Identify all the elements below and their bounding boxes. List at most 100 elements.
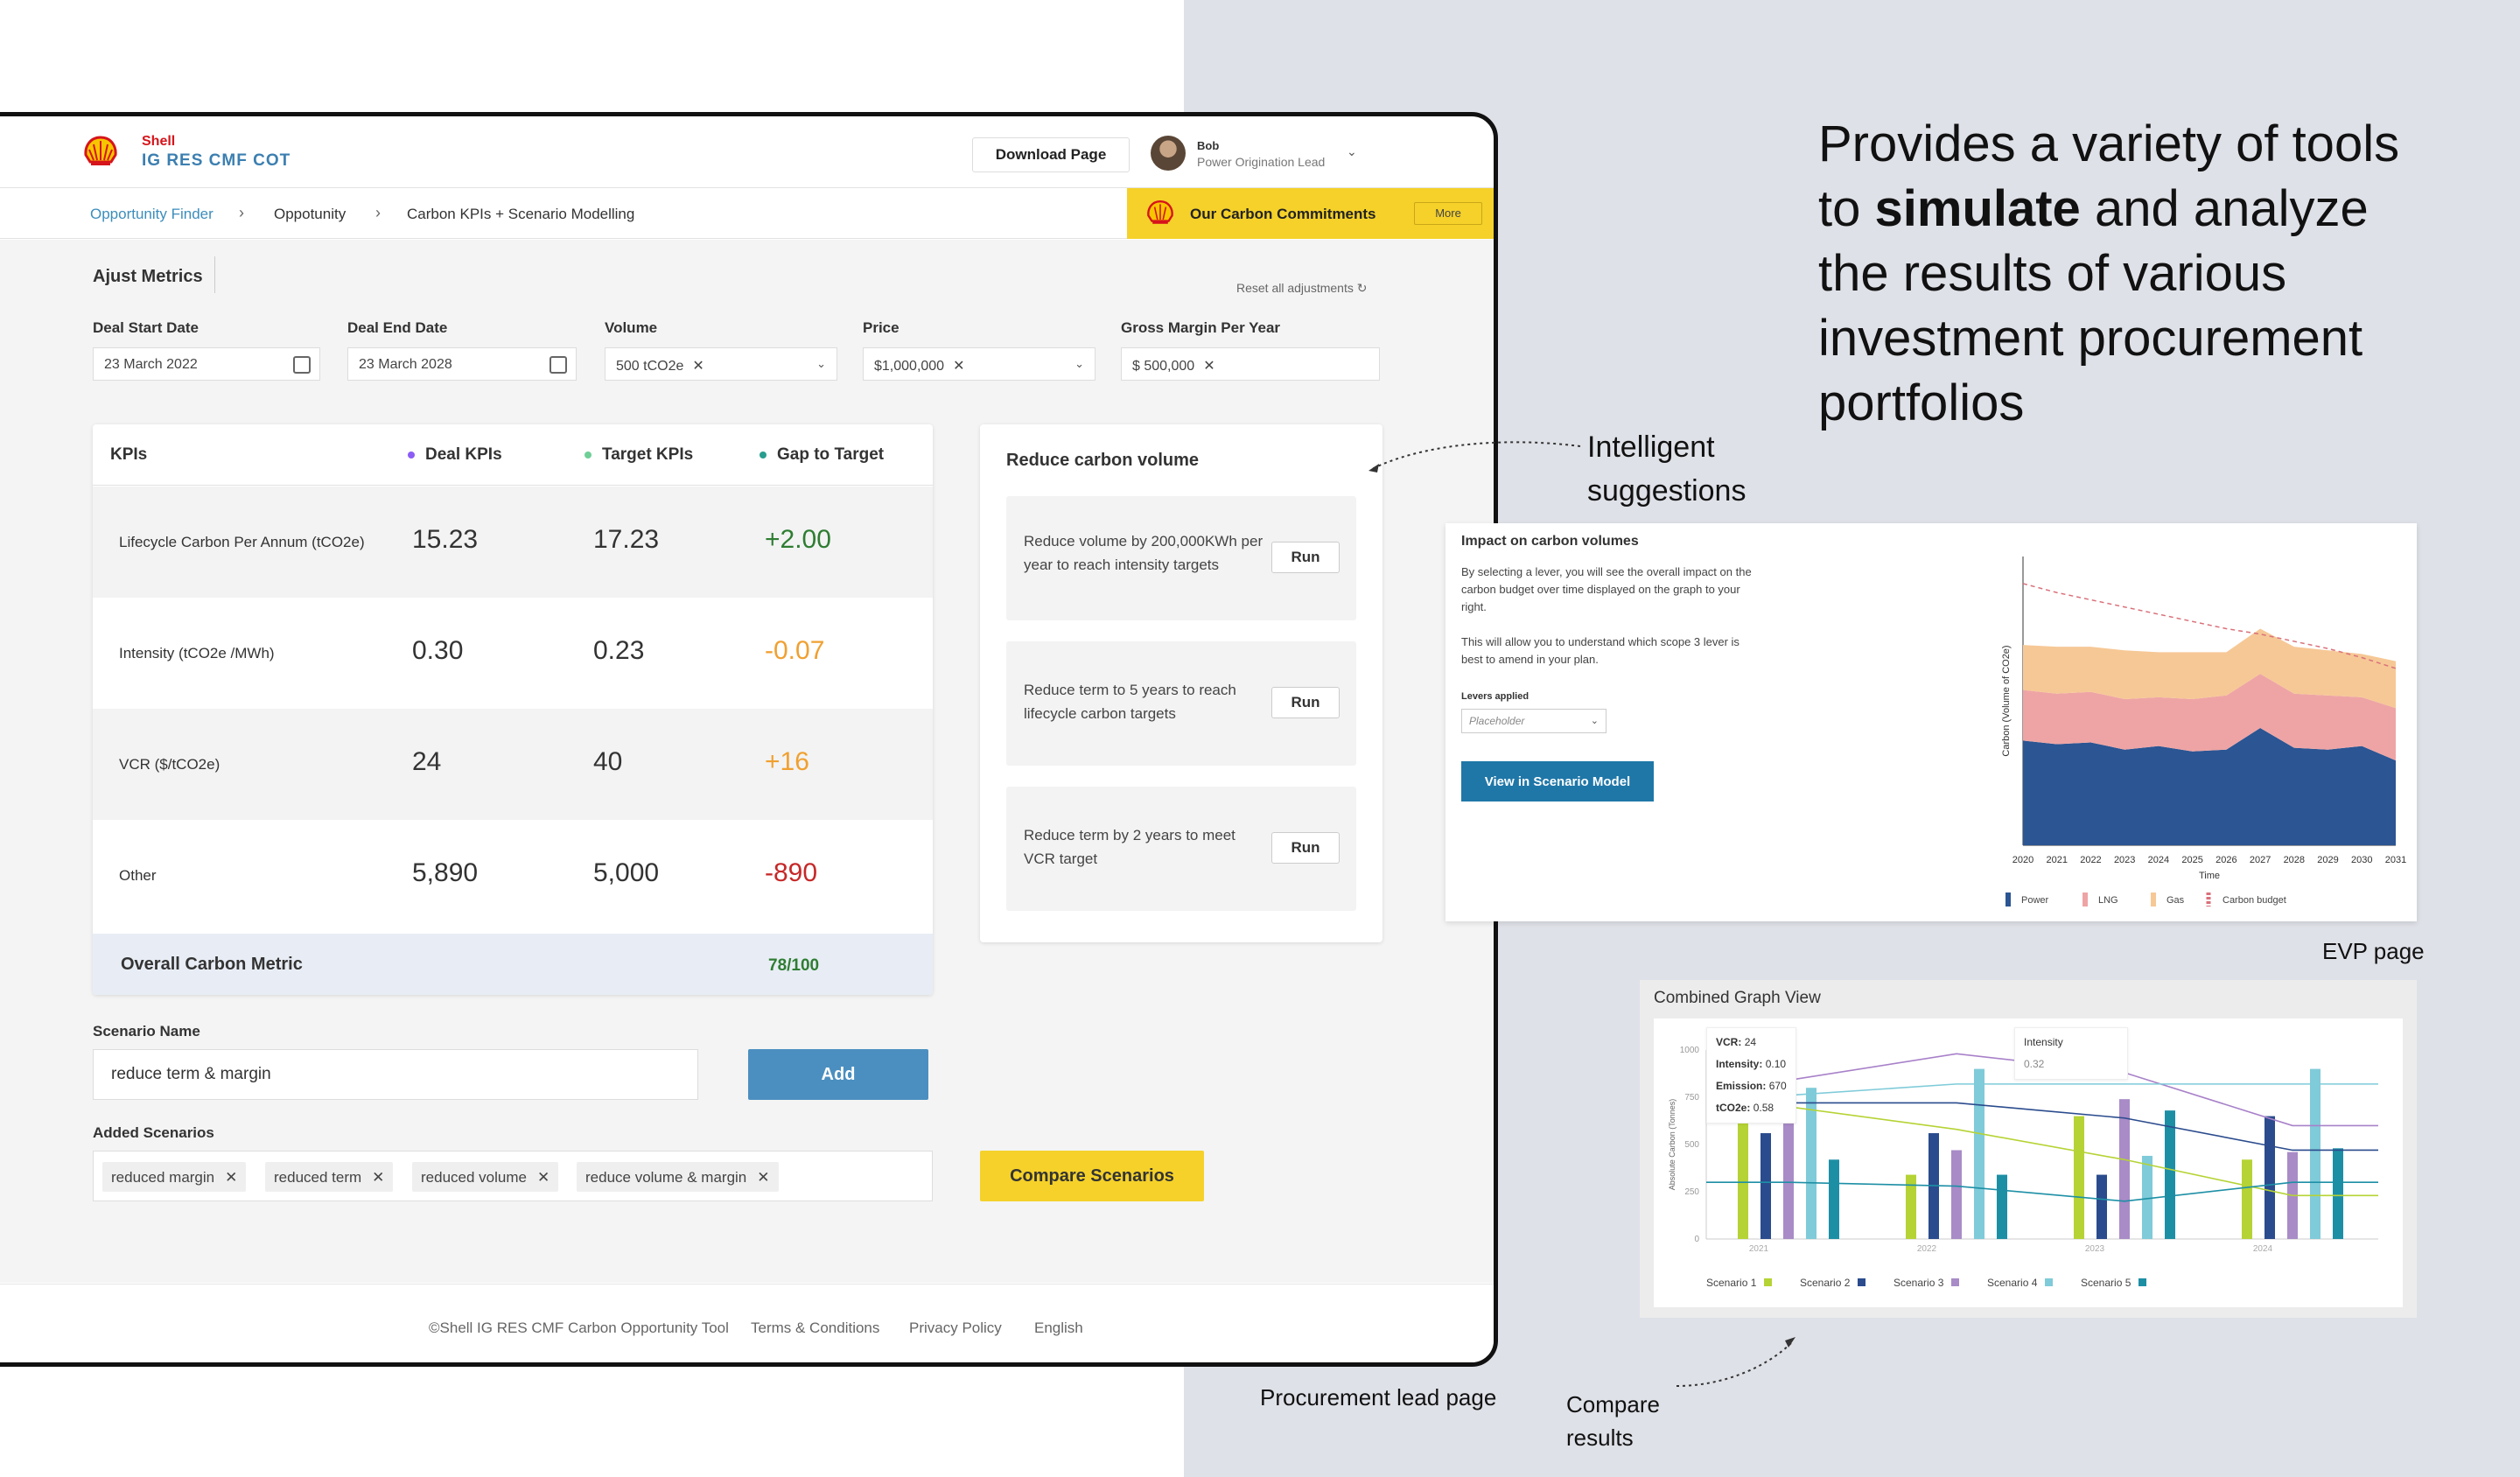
shell-logo-icon — [1147, 200, 1173, 224]
x-tick-label: 2021 — [1749, 1244, 1769, 1254]
area-series-lng — [2023, 674, 2396, 761]
close-icon[interactable]: ✕ — [225, 1169, 238, 1186]
close-icon[interactable]: ✕ — [692, 359, 704, 374]
dotted-arrow-icon — [1368, 441, 1581, 472]
legend-label: Scenario 4 — [1987, 1277, 2038, 1289]
avatar[interactable] — [1151, 136, 1186, 171]
combined-graph-panel: Combined Graph View 0 250 500 750 1000 Absolu… — [1640, 980, 2417, 1318]
table-row: VCR ($/tCO2e) 24 40 +16 — [93, 709, 933, 820]
bar-scenario-5 — [1829, 1159, 1839, 1239]
volume-select[interactable]: 500 tCO2e ✕ ⌄ — [605, 347, 837, 381]
added-scenarios-box: reduced margin ✕ reduced term ✕ reduced vo… — [93, 1151, 933, 1201]
close-icon[interactable]: ✕ — [953, 359, 965, 374]
bar-scenario-4 — [1974, 1068, 1984, 1239]
area-series-gas — [2023, 628, 2396, 709]
close-icon[interactable]: ✕ — [536, 1169, 550, 1186]
calendar-icon[interactable] — [293, 356, 311, 374]
bar-scenario-1 — [1738, 1110, 1748, 1239]
more-button[interactable]: More — [1414, 202, 1482, 225]
deal-end-label: Deal End Date — [347, 319, 448, 336]
close-icon[interactable]: ✕ — [1203, 359, 1215, 374]
breadcrumb: Opportunity Finder › Oppotunity › Carbon… — [0, 188, 1494, 239]
user-name: Bob — [1197, 139, 1220, 152]
footer-privacy-link[interactable]: Privacy Policy — [909, 1320, 1002, 1336]
scenario-chip[interactable]: reduced term ✕ — [265, 1162, 394, 1192]
chevron-down-icon[interactable]: ⌄ — [1347, 144, 1357, 158]
user-role: Power Origination Lead — [1197, 155, 1326, 169]
bar-scenario-2 — [1760, 1133, 1771, 1239]
kpi-gap-value: +2.00 — [765, 525, 831, 554]
x-tick-label: 2023 — [2085, 1244, 2105, 1254]
kpi-name: VCR ($/tCO2e) — [119, 756, 220, 773]
table-row: Lifecycle Carbon Per Annum (tCO2e) 15.23… — [93, 486, 933, 598]
chevron-down-icon: ⌄ — [1590, 716, 1599, 726]
intelligent-suggestions-annotation: Intelligent suggestions — [1587, 430, 1746, 508]
table-row: Other 5,890 5,000 -890 — [93, 820, 933, 931]
legend-label: Scenario 3 — [1894, 1277, 1944, 1289]
kpi-table: KPIs Deal KPIs Target KPIs Gap to Target… — [93, 424, 933, 995]
kpi-name: Intensity (tCO2e /MWh) — [119, 645, 275, 662]
breadcrumb-opportunity-finder[interactable]: Opportunity Finder — [90, 206, 214, 222]
legend-label: LNG — [2098, 895, 2118, 906]
x-tick-label: 2027 — [2250, 855, 2271, 865]
compare-scenarios-button[interactable]: Compare Scenarios — [980, 1151, 1204, 1201]
footer-language-link[interactable]: English — [1034, 1320, 1083, 1336]
chevron-right-icon: › — [239, 204, 244, 221]
x-tick-label: 2024 — [2148, 855, 2169, 865]
deal-start-field[interactable]: 23 March 2022 — [93, 347, 320, 381]
legend-swatch — [2045, 1278, 2053, 1286]
bar-scenario-1 — [1906, 1174, 1916, 1239]
scenario-chip[interactable]: reduce volume & margin ✕ — [577, 1162, 779, 1192]
add-scenario-button[interactable]: Add — [748, 1049, 928, 1100]
y-tick-label: 750 — [1684, 1093, 1699, 1102]
breadcrumb-opportunity[interactable]: Oppotunity — [274, 206, 346, 222]
procurement-page-annotation: Procurement lead page — [1260, 1384, 1497, 1410]
suggestions-panel: Reduce carbon volume Reduce volume by 20… — [980, 424, 1382, 942]
x-tick-label: 2021 — [2046, 855, 2067, 865]
x-tick-label: 2020 — [2012, 855, 2034, 865]
run-button[interactable]: Run — [1271, 832, 1340, 864]
kpi-gap-value: -890 — [765, 858, 818, 887]
volume-label: Volume — [605, 319, 658, 336]
carbon-budget-line — [2022, 583, 2397, 669]
combined-bar-chart: 0 250 500 750 1000 Absolute Carbon (Tonnes) 20… — [1668, 1046, 2378, 1289]
breadcrumb-current: Carbon KPIs + Scenario Modelling — [407, 206, 635, 222]
levers-select[interactable]: Placeholder ⌄ — [1461, 709, 1606, 733]
shell-logo-icon — [84, 136, 117, 165]
view-in-scenario-model-button[interactable]: View in Scenario Model — [1461, 761, 1654, 802]
carbon-commitments-banner[interactable]: Our Carbon Commitments More — [1127, 188, 1494, 239]
added-scenarios-label: Added Scenarios — [93, 1124, 214, 1141]
kpi-target-value: 40 — [593, 747, 623, 776]
kpi-deal-value: 24 — [412, 747, 442, 776]
legend-swatch — [2151, 892, 2156, 906]
gross-margin-label: Gross Margin Per Year — [1121, 319, 1281, 336]
y-tick-label: 1000 — [1680, 1046, 1700, 1055]
price-select[interactable]: $1,000,000 ✕ ⌄ — [863, 347, 1096, 381]
scenario-name-input[interactable] — [93, 1049, 698, 1100]
legend-label: Scenario 1 — [1706, 1277, 1757, 1289]
app-window: Shell IG RES CMF COT Download Page Bob P… — [0, 112, 1498, 1367]
dotted-arrow-icon — [1676, 1337, 1796, 1387]
run-button[interactable]: Run — [1271, 687, 1340, 718]
gross-margin-field[interactable]: $ 500,000 ✕ — [1121, 347, 1380, 381]
footer-terms-link[interactable]: Terms & Conditions — [751, 1320, 880, 1336]
impact-on-carbon-panel: Impact on carbon volumes By selecting a … — [1446, 523, 2417, 921]
bar-scenario-1 — [2074, 1116, 2084, 1239]
dot-icon — [760, 451, 766, 458]
scenario-chip[interactable]: reduced volume ✕ — [412, 1162, 559, 1192]
scenario-chip[interactable]: reduced margin ✕ — [102, 1162, 247, 1192]
bar-scenario-4 — [2310, 1068, 2320, 1239]
close-icon[interactable]: ✕ — [372, 1169, 385, 1186]
bar-scenario-3 — [1951, 1150, 1962, 1239]
calendar-icon[interactable] — [550, 356, 567, 374]
run-button[interactable]: Run — [1271, 542, 1340, 573]
x-tick-label: 2029 — [2317, 855, 2338, 865]
download-page-button[interactable]: Download Page — [972, 137, 1130, 172]
deal-end-field[interactable]: 23 March 2028 — [347, 347, 577, 381]
close-icon[interactable]: ✕ — [757, 1169, 770, 1186]
legend-swatch — [1764, 1278, 1772, 1286]
kpi-header-target: Target KPIs — [584, 445, 693, 465]
reset-adjustments-link[interactable]: Reset all adjustments ↻ — [1236, 281, 1368, 295]
bar-scenario-2 — [2096, 1174, 2107, 1239]
legend-label: Scenario 2 — [1800, 1277, 1851, 1289]
